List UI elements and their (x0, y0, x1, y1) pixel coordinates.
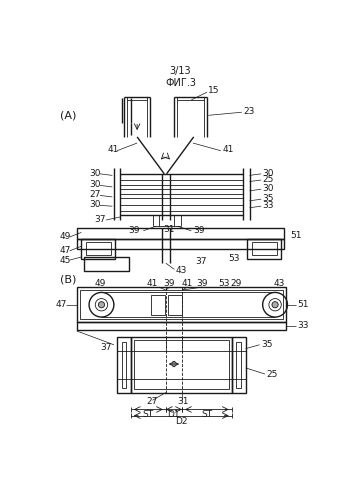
Text: ST: ST (142, 410, 154, 419)
Text: 35: 35 (261, 339, 273, 348)
Text: 39: 39 (197, 278, 208, 288)
Text: 30: 30 (89, 169, 101, 178)
Text: 3/13: 3/13 (170, 66, 191, 76)
Bar (86, 243, 111, 254)
Text: (A): (A) (60, 110, 76, 120)
Text: 25: 25 (267, 370, 278, 379)
Bar (134, 340, 229, 389)
Text: 49: 49 (94, 278, 106, 288)
Bar (122, 342, 126, 388)
Bar (131, 337, 232, 393)
Circle shape (98, 302, 104, 308)
Text: 39: 39 (128, 227, 139, 236)
Circle shape (272, 302, 278, 308)
Text: 35: 35 (263, 194, 274, 203)
Text: 29: 29 (230, 278, 241, 288)
Text: 30: 30 (263, 169, 274, 178)
Text: 51: 51 (298, 300, 309, 309)
Text: 31: 31 (163, 225, 175, 234)
Text: 41: 41 (222, 146, 234, 155)
Bar (168, 295, 182, 315)
Text: 23: 23 (243, 107, 255, 116)
Text: 30: 30 (89, 180, 101, 189)
Bar (77, 287, 286, 322)
Text: 53: 53 (229, 254, 240, 263)
Text: 25: 25 (263, 175, 274, 184)
Text: 37: 37 (95, 215, 106, 224)
Text: 39: 39 (163, 278, 175, 288)
Text: (B): (B) (60, 274, 76, 284)
Text: 45: 45 (60, 255, 71, 264)
Text: D2: D2 (175, 417, 187, 426)
Bar (232, 337, 246, 393)
Bar (80, 290, 283, 319)
Text: ФИГ.3: ФИГ.3 (165, 78, 196, 88)
Text: 37: 37 (100, 343, 112, 352)
Text: 33: 33 (298, 321, 309, 330)
Text: 27: 27 (89, 190, 101, 199)
Bar (247, 239, 281, 258)
Text: 39: 39 (193, 227, 204, 236)
Text: ST: ST (201, 410, 213, 419)
Text: 41: 41 (108, 146, 119, 155)
Text: 43: 43 (176, 266, 187, 275)
Text: 30: 30 (263, 184, 274, 193)
Bar (77, 322, 286, 330)
Bar (236, 342, 241, 388)
Text: D1: D1 (167, 410, 180, 419)
Text: 31: 31 (178, 397, 189, 406)
Text: 47: 47 (56, 300, 67, 309)
Text: 27: 27 (146, 397, 158, 406)
Bar (252, 243, 277, 254)
Text: 47: 47 (60, 247, 71, 255)
Bar (117, 337, 131, 393)
Bar (77, 239, 285, 250)
Text: 30: 30 (89, 200, 101, 209)
Text: 15: 15 (208, 86, 220, 95)
Bar (81, 239, 115, 258)
Text: 41: 41 (182, 278, 193, 288)
Text: 51: 51 (291, 231, 302, 240)
Text: 43: 43 (274, 278, 285, 288)
Bar (84, 257, 130, 271)
Text: 33: 33 (263, 201, 274, 210)
Bar (77, 228, 285, 239)
Text: 53: 53 (219, 278, 230, 288)
Bar (151, 295, 165, 315)
Text: 37: 37 (195, 257, 207, 266)
Text: 41: 41 (147, 278, 158, 288)
Text: 49: 49 (60, 233, 71, 242)
